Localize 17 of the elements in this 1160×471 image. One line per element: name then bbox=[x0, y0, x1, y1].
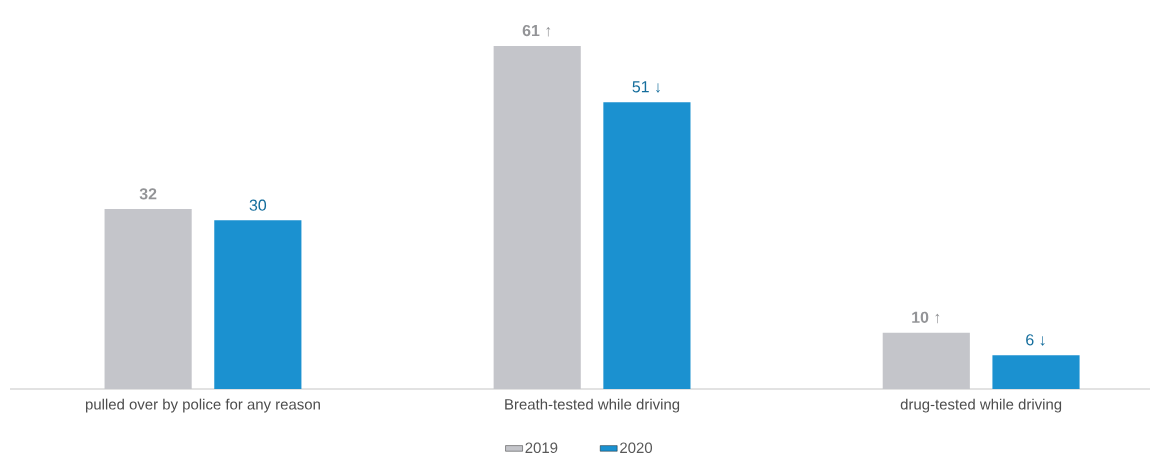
data-label: 6 ↓ bbox=[1026, 334, 1045, 346]
legend-label: 2020 bbox=[620, 442, 653, 454]
x-tick-label: drug-tested while driving bbox=[900, 398, 1062, 413]
bar bbox=[214, 220, 302, 389]
x-tick-label: Breath-tested while driving bbox=[505, 398, 680, 413]
legend-label: 2019 bbox=[525, 442, 558, 454]
data-label: 10 ↑ bbox=[912, 311, 940, 324]
x-tick-label: pulled over by police for any reason bbox=[85, 398, 320, 413]
data-label: 61 ↑ bbox=[522, 24, 551, 37]
bar bbox=[992, 355, 1080, 389]
data-label: 32 bbox=[139, 188, 157, 200]
bar bbox=[493, 46, 581, 389]
bar bbox=[882, 332, 970, 389]
bar bbox=[603, 102, 691, 389]
data-label: 30 bbox=[249, 199, 267, 211]
bar bbox=[104, 209, 192, 389]
data-label: 51 ↓ bbox=[632, 81, 660, 93]
